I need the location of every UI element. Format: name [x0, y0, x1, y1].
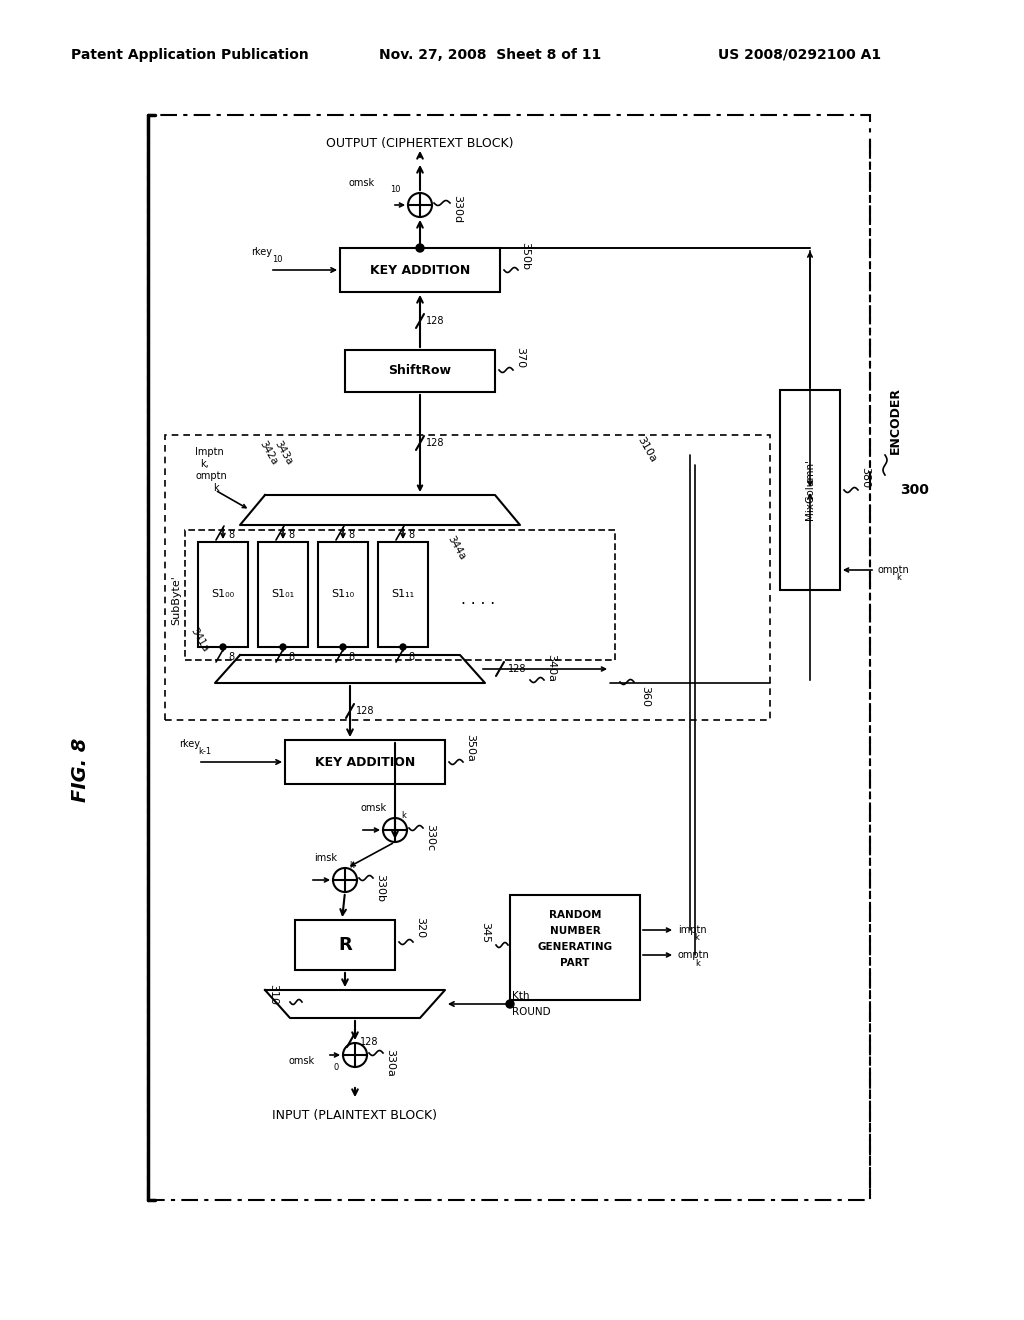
Bar: [510, 895, 640, 1001]
Text: 310a: 310a: [635, 436, 657, 465]
Bar: [295, 920, 395, 970]
Text: 10: 10: [272, 256, 283, 264]
Text: 380: 380: [860, 467, 870, 488]
Text: 330d: 330d: [452, 195, 462, 223]
Text: imptn: imptn: [678, 925, 707, 935]
Text: k: k: [694, 933, 698, 942]
Text: k: k: [213, 483, 219, 492]
Text: Kth: Kth: [512, 991, 529, 1001]
Text: k: k: [401, 812, 406, 821]
Circle shape: [220, 644, 226, 649]
Text: rkey: rkey: [252, 247, 272, 257]
Text: 8: 8: [288, 531, 294, 540]
Text: GENERATING: GENERATING: [538, 942, 612, 952]
Text: 8: 8: [348, 652, 354, 663]
Text: omsk: omsk: [349, 178, 375, 187]
Bar: [780, 389, 840, 590]
Text: 341a: 341a: [188, 626, 210, 653]
Text: 320: 320: [415, 917, 425, 939]
Text: 8: 8: [408, 531, 414, 540]
Text: 345: 345: [480, 923, 490, 944]
Text: imsk: imsk: [314, 853, 337, 863]
Text: KEY ADDITION: KEY ADDITION: [314, 755, 415, 768]
Text: 0: 0: [333, 1063, 338, 1072]
Text: 350b: 350b: [520, 242, 530, 271]
Bar: [198, 543, 248, 647]
Text: 340a: 340a: [546, 653, 556, 682]
Text: 8: 8: [288, 652, 294, 663]
Text: 360: 360: [640, 686, 650, 708]
Text: Nov. 27, 2008  Sheet 8 of 11: Nov. 27, 2008 Sheet 8 of 11: [379, 48, 601, 62]
Text: omsk: omsk: [289, 1056, 315, 1067]
Text: 8: 8: [348, 531, 354, 540]
Text: US 2008/0292100 A1: US 2008/0292100 A1: [719, 48, 882, 62]
Text: SubByte': SubByte': [171, 576, 181, 624]
Text: rkey: rkey: [179, 739, 201, 748]
Text: 8: 8: [408, 652, 414, 663]
Text: 370: 370: [515, 347, 525, 368]
Circle shape: [340, 644, 346, 649]
Text: 342a: 342a: [257, 440, 279, 467]
Text: k-1: k-1: [198, 747, 211, 756]
Text: ShiftRow: ShiftRow: [388, 364, 452, 378]
Bar: [185, 531, 615, 660]
Circle shape: [280, 644, 286, 649]
Text: S1₀₀: S1₀₀: [211, 589, 234, 599]
Text: MixColumn': MixColumn': [805, 459, 815, 520]
Text: ENCODER: ENCODER: [889, 387, 901, 454]
Text: 128: 128: [426, 315, 444, 326]
Text: S1₀₁: S1₀₁: [271, 589, 295, 599]
Text: 128: 128: [426, 438, 444, 447]
Text: S1₁₁: S1₁₁: [391, 589, 415, 599]
Text: KEY ADDITION: KEY ADDITION: [370, 264, 470, 276]
Circle shape: [400, 644, 406, 649]
Text: k: k: [349, 862, 354, 870]
Bar: [345, 350, 495, 392]
Text: k,: k,: [200, 459, 209, 469]
Circle shape: [506, 1001, 514, 1008]
Text: 128: 128: [360, 1038, 379, 1047]
Text: 330c: 330c: [425, 825, 435, 851]
Bar: [318, 543, 368, 647]
Text: 8: 8: [228, 652, 234, 663]
Text: NUMBER: NUMBER: [550, 927, 600, 936]
Text: 310: 310: [268, 983, 278, 1005]
Text: 128: 128: [356, 706, 375, 715]
Text: R: R: [338, 936, 352, 954]
Text: 350a: 350a: [465, 734, 475, 762]
Text: PART: PART: [560, 958, 590, 968]
Text: omsk: omsk: [360, 803, 387, 813]
Text: RANDOM: RANDOM: [549, 909, 601, 920]
Text: 343a: 343a: [272, 440, 294, 467]
Text: k: k: [896, 573, 901, 582]
Text: k: k: [695, 958, 699, 968]
Bar: [378, 543, 428, 647]
Text: 128: 128: [508, 664, 526, 675]
Bar: [285, 741, 445, 784]
Text: 330a: 330a: [385, 1049, 395, 1077]
Bar: [148, 115, 870, 1200]
Text: Imptn: Imptn: [195, 447, 224, 457]
Text: FIG. 8: FIG. 8: [71, 738, 89, 803]
Text: 300: 300: [900, 483, 929, 498]
Text: ROUND: ROUND: [512, 1007, 551, 1016]
Text: INPUT (PLAINTEXT BLOCK): INPUT (PLAINTEXT BLOCK): [272, 1109, 437, 1122]
Text: omptn: omptn: [678, 950, 710, 960]
Text: Patent Application Publication: Patent Application Publication: [71, 48, 309, 62]
Text: OUTPUT (CIPHERTEXT BLOCK): OUTPUT (CIPHERTEXT BLOCK): [327, 136, 514, 149]
Bar: [340, 248, 500, 292]
Bar: [165, 436, 770, 719]
Text: . . . .: . . . .: [461, 593, 495, 607]
Text: omptn: omptn: [195, 471, 226, 480]
Text: S1₁₀: S1₁₀: [332, 589, 354, 599]
Bar: [258, 543, 308, 647]
Text: 330b: 330b: [375, 874, 385, 902]
Circle shape: [416, 244, 424, 252]
Text: omptn: omptn: [878, 565, 909, 576]
Text: 8: 8: [228, 531, 234, 540]
Text: 344a: 344a: [445, 535, 467, 562]
Text: 10: 10: [390, 186, 400, 194]
